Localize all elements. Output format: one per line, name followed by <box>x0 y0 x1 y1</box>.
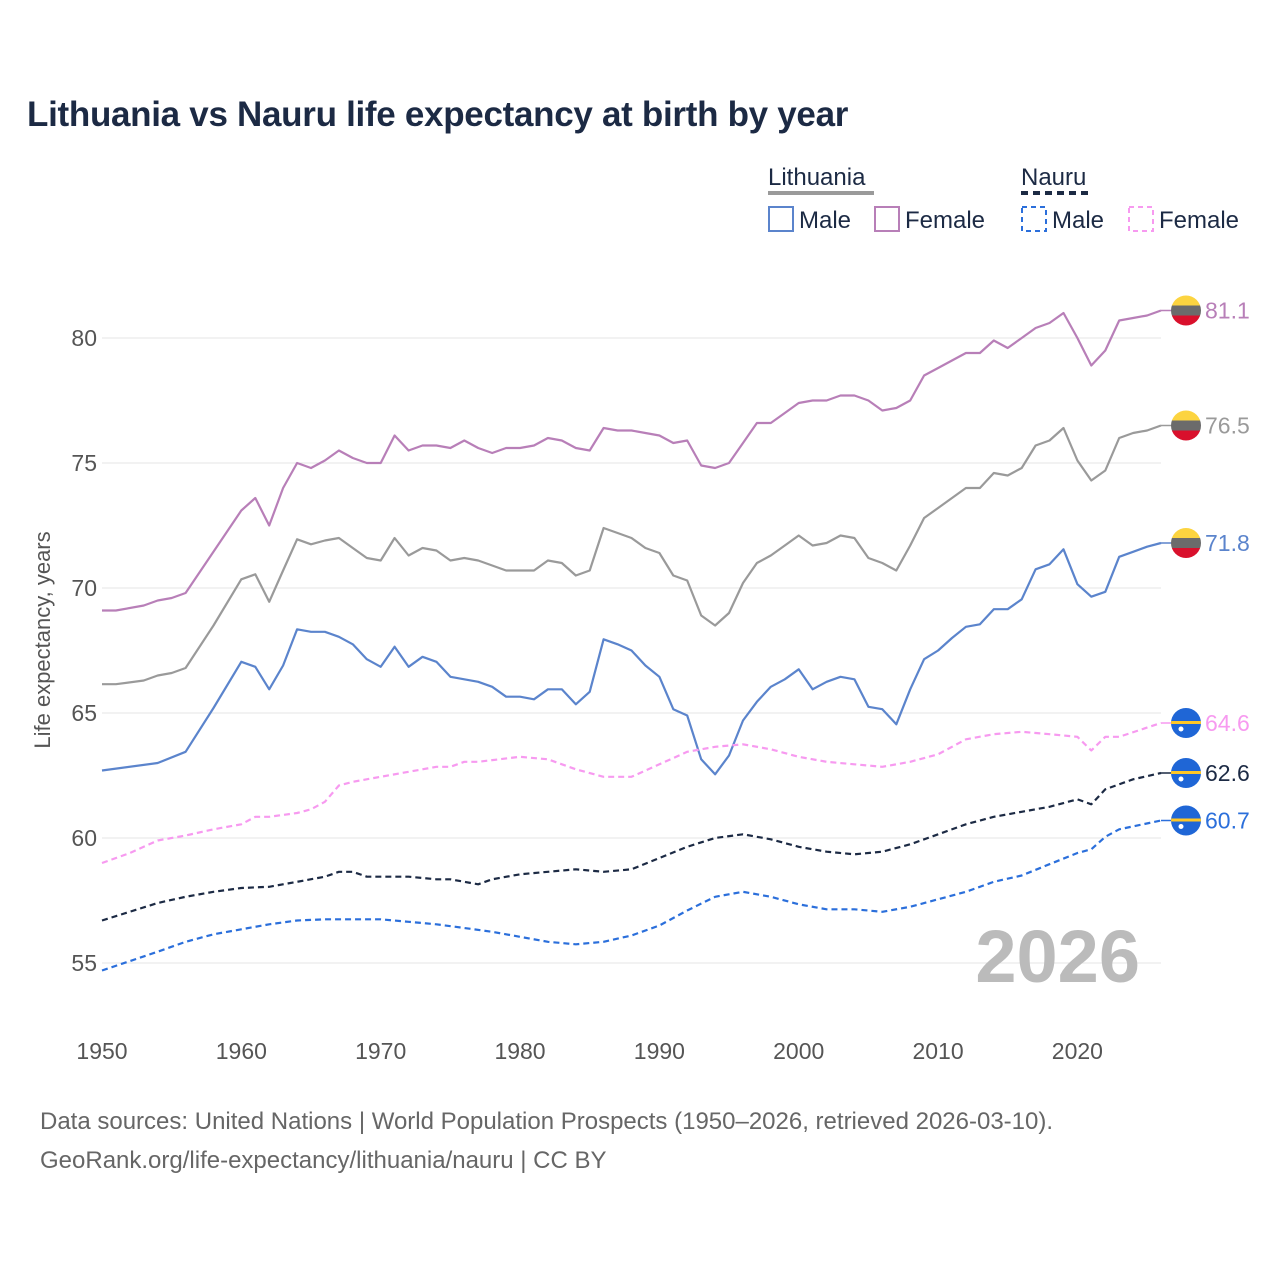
series-line-lithuania-female <box>102 309 1162 612</box>
legend-nauru-male[interactable]: Male <box>1052 207 1104 234</box>
y-axis-label: Life expectancy, years <box>30 531 55 748</box>
nauru-flag-icon <box>1171 758 1201 788</box>
x-tick-label: 1970 <box>355 1038 406 1064</box>
end-value-label: 62.6 <box>1205 760 1250 786</box>
series-line-lithuania-total <box>102 424 1162 686</box>
series-line-nauru-male <box>101 819 1162 972</box>
legend-nauru-female-swatch <box>1128 206 1154 232</box>
x-tick-label: 2010 <box>912 1038 963 1064</box>
lithuania-flag-icon <box>1171 295 1201 326</box>
end-value-label: 64.6 <box>1205 710 1250 736</box>
x-tick-label: 1980 <box>494 1038 545 1064</box>
lithuania-flag-icon <box>1171 410 1201 441</box>
legend-lithuania-female[interactable]: Female <box>905 207 985 234</box>
y-tick-label: 65 <box>71 700 97 726</box>
legend-nauru-male-swatch <box>1021 206 1047 232</box>
y-tick-label: 70 <box>71 575 97 601</box>
x-tick-label: 1960 <box>216 1038 267 1064</box>
x-tick-label: 1990 <box>634 1038 685 1064</box>
y-tick-label: 60 <box>71 825 97 851</box>
source-line-2[interactable]: GeoRank.org/life-expectancy/lithuania/na… <box>40 1147 607 1174</box>
end-value-label: 76.5 <box>1205 413 1250 439</box>
x-tick-label: 2020 <box>1052 1038 1103 1064</box>
nauru-flag-icon <box>1171 805 1201 836</box>
x-tick-label: 1950 <box>76 1038 127 1064</box>
y-tick-label: 75 <box>71 450 97 476</box>
legend-nauru-title: Nauru <box>1021 164 1086 191</box>
series-line-lithuania-male <box>101 541 1162 776</box>
y-tick-label: 80 <box>71 325 97 351</box>
year-watermark: 2026 <box>975 915 1140 998</box>
legend-lithuania-male[interactable]: Male <box>799 207 851 234</box>
series-line-nauru-female <box>101 721 1162 865</box>
legend-lithuania-female-swatch <box>874 206 900 232</box>
x-tick-label: 2000 <box>773 1038 824 1064</box>
end-value-label: 81.1 <box>1205 298 1250 324</box>
legend-lithuania-male-swatch <box>768 206 794 232</box>
end-value-label: 60.7 <box>1205 808 1250 834</box>
legend-nauru-female[interactable]: Female <box>1159 207 1239 234</box>
nauru-flag-icon <box>1171 708 1201 738</box>
series-line-nauru-total <box>101 771 1162 922</box>
source-line-1: Data sources: United Nations | World Pop… <box>40 1108 1054 1135</box>
legend: Lithuania Male Female Nauru Male Female <box>768 164 1239 234</box>
lithuania-flag-icon <box>1171 528 1201 558</box>
end-value-label: 71.8 <box>1205 530 1250 556</box>
chart-title: Lithuania vs Nauru life expectancy at bi… <box>27 95 849 134</box>
legend-lithuania-title: Lithuania <box>768 164 866 191</box>
y-tick-label: 55 <box>71 950 97 976</box>
